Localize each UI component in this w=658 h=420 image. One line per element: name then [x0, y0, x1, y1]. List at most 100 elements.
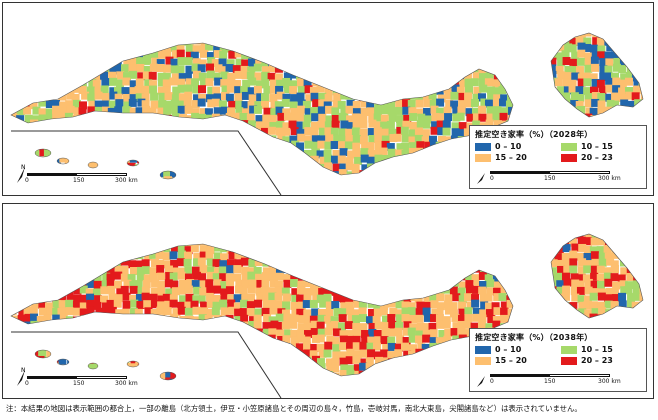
municipality-class-15_20 [444, 91, 453, 100]
municipality-class-10_15 [142, 315, 151, 324]
municipality-class-15_20 [151, 259, 160, 268]
municipality-class-15_20 [73, 107, 82, 116]
municipality-class-10_15 [400, 142, 409, 151]
municipality-class-20_23 [206, 286, 215, 295]
municipality-class-0_10 [409, 183, 417, 191]
municipality-class-10_15 [240, 299, 249, 308]
municipality-class-20_23 [366, 224, 374, 232]
municipality-class-10_15 [373, 64, 382, 73]
municipality-class-20_23 [318, 234, 327, 240]
municipality-class-15_20 [436, 320, 445, 329]
municipality-class-15_20 [421, 252, 430, 261]
municipality-class-0_10 [115, 99, 124, 108]
municipality-class-20_23 [309, 362, 318, 371]
municipality-class-15_20 [311, 246, 320, 255]
municipality-class-0_10 [618, 292, 627, 301]
municipality-class-0_10 [332, 177, 341, 179]
municipality-class-10_15 [80, 33, 89, 39]
municipality-class-0_10 [213, 392, 221, 398]
municipality-class-20_23 [513, 224, 521, 232]
municipality-class-10_15 [134, 313, 143, 322]
municipality-class-15_20 [275, 52, 284, 61]
municipality-class-15_20 [253, 33, 262, 38]
municipality-class-10_15 [557, 58, 566, 67]
municipality-class-15_20 [519, 273, 528, 282]
municipality-class-15_20 [130, 57, 139, 66]
municipality-class-10_15 [198, 314, 207, 323]
municipality-class-20_23 [331, 120, 340, 129]
municipality-class-10_15 [401, 134, 410, 143]
municipality-class-10_15 [200, 329, 209, 338]
municipality-class-15_20 [65, 307, 74, 316]
municipality-class-15_20 [417, 343, 426, 352]
municipality-class-10_15 [395, 106, 404, 115]
municipality-class-10_15 [548, 315, 557, 324]
municipality-class-20_23 [424, 372, 433, 380]
municipality-class-15_20 [366, 142, 375, 151]
municipality-class-15_20 [515, 294, 524, 303]
municipality-class-0_10 [45, 127, 54, 136]
municipality-class-0_10 [361, 164, 370, 173]
legend-item-20-23: 20 – 23 [561, 153, 641, 162]
municipality-class-0_10 [15, 341, 24, 350]
municipality-class-0_10 [163, 192, 171, 195]
municipality-class-15_20 [141, 85, 150, 94]
municipality-class-10_15 [37, 87, 46, 96]
municipality-class-15_20 [339, 238, 348, 247]
municipality-class-20_23 [353, 236, 362, 245]
municipality-class-0_10 [533, 79, 542, 88]
municipality-class-20_23 [604, 294, 613, 303]
municipality-class-15_20 [23, 306, 32, 315]
municipality-class-15_20 [214, 225, 222, 233]
municipality-class-15_20 [379, 94, 388, 103]
municipality-class-20_23 [368, 322, 377, 331]
municipality-class-0_10 [198, 322, 207, 331]
municipality-class-10_15 [438, 330, 447, 339]
municipality-class-0_10 [603, 72, 612, 81]
municipality-class-0_10 [311, 63, 320, 72]
municipality-class-15_20 [169, 164, 178, 173]
municipality-class-0_10 [590, 56, 599, 65]
municipality-class-0_10 [618, 300, 627, 309]
municipality-class-15_20 [389, 244, 398, 253]
municipality-class-15_20 [512, 234, 521, 238]
municipality-class-10_15 [367, 245, 376, 254]
municipality-class-15_20 [528, 93, 537, 102]
municipality-class-10_15 [253, 44, 262, 53]
municipality-class-15_20 [326, 35, 335, 44]
municipality-class-15_20 [3, 176, 10, 184]
municipality-class-15_20 [430, 236, 439, 245]
municipality-class-10_15 [113, 86, 122, 95]
municipality-class-10_15 [11, 143, 19, 152]
municipality-class-10_15 [317, 314, 326, 323]
municipality-class-10_15 [269, 350, 278, 359]
municipality-class-20_23 [402, 336, 411, 345]
municipality-class-10_15 [52, 299, 61, 308]
municipality-class-10_15 [95, 392, 103, 398]
municipality-class-20_23 [106, 266, 115, 275]
municipality-class-20_23 [561, 272, 570, 281]
municipality-class-15_20 [45, 244, 54, 253]
municipality-class-0_10 [246, 126, 255, 135]
municipality-class-10_15 [381, 106, 390, 115]
municipality-class-15_20 [584, 99, 593, 108]
municipality-class-15_20 [149, 267, 158, 276]
municipality-class-10_15 [577, 192, 585, 195]
municipality-class-20_23 [30, 350, 39, 359]
municipality-class-15_20 [219, 223, 227, 231]
municipality-class-15_20 [632, 85, 641, 94]
municipality-class-20_23 [225, 286, 234, 295]
municipality-class-0_10 [213, 93, 222, 102]
municipality-class-15_20 [410, 385, 418, 393]
municipality-class-15_20 [604, 252, 613, 261]
municipality-class-15_20 [51, 43, 60, 52]
municipality-class-0_10 [170, 393, 178, 398]
municipality-class-15_20 [283, 33, 292, 38]
municipality-class-15_20 [571, 293, 580, 302]
municipality-class-15_20 [577, 73, 586, 82]
municipality-class-10_15 [416, 119, 425, 128]
municipality-class-20_23 [387, 234, 396, 239]
municipality-class-15_20 [374, 293, 383, 302]
inset-scale-label-150: 150 [73, 177, 85, 184]
municipality-class-20_23 [345, 272, 354, 281]
